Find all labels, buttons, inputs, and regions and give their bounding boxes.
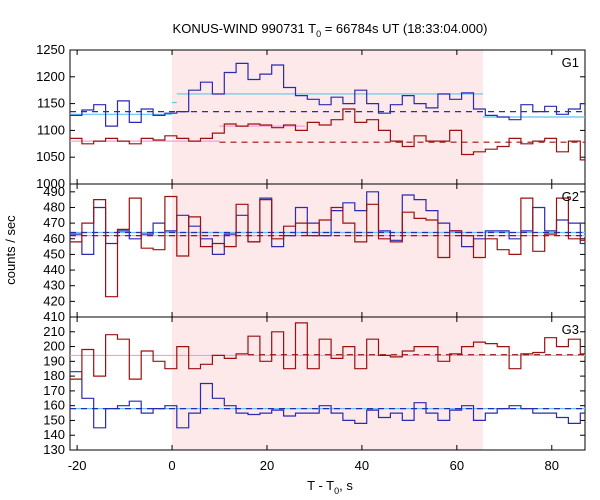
series-step-red [70,108,585,161]
x-tick-label: 80 [545,458,559,473]
y-tick-label: 140 [43,427,65,442]
y-tick-label: 470 [43,215,65,230]
x-tick-label: 60 [450,458,464,473]
shaded-interval [172,50,483,184]
series-step-blue [70,62,585,127]
y-tick-label: 480 [43,199,65,214]
y-tick-label: 430 [43,278,65,293]
x-tick-label: -20 [68,458,87,473]
y-tick-label: 200 [43,339,65,354]
x-axis-title: T - T0, s [307,478,353,496]
y-tick-label: 180 [43,368,65,383]
y-tick-label: 440 [43,262,65,277]
chart-title: KONUS-WIND 990731 T0 = 66784s UT (18:33:… [173,21,488,39]
y-tick-label: 1050 [36,149,65,164]
y-tick-label: 490 [43,184,65,199]
y-tick-label: 1100 [37,122,65,137]
y-tick-label: 170 [43,383,65,398]
panel-label: G1 [562,55,579,70]
x-tick-label: 40 [355,458,369,473]
panel-frame [69,316,586,451]
y-tick-label: 190 [43,353,65,368]
y-tick-label: 410 [43,309,65,324]
y-tick-label: 460 [43,231,65,246]
y-tick-label: 1250 [36,42,65,57]
y-tick-label: 420 [43,293,65,308]
y-tick-label: 160 [43,398,65,413]
panel-g1: 1000 1050 1100 1150 1200 1250 G1 [36,42,586,191]
shaded-interval [172,317,483,450]
y-tick-label: 1000 [36,176,65,191]
series-step-red [70,195,585,298]
y-tick-label: 1150 [37,96,65,111]
series-step-red [70,322,585,380]
panel-label: G2 [562,189,579,204]
x-tick-label: 20 [260,458,274,473]
y-tick-label: 450 [43,246,65,261]
y-axis-title: counts / sec [3,215,18,285]
shaded-interval [172,184,483,317]
x-tick-label: 0 [168,458,175,473]
panel-label: G3 [562,322,579,337]
y-tick-label: 210 [43,324,65,339]
series-step-blue [70,191,585,255]
y-tick-label: 1200 [36,69,65,84]
series-step-blue [70,371,585,429]
y-tick-label: 150 [43,412,65,427]
y-tick-label: 130 [43,442,65,457]
panels-layer: 1000 1050 1100 1150 1200 1250 G1 41042043044045… [36,42,586,473]
